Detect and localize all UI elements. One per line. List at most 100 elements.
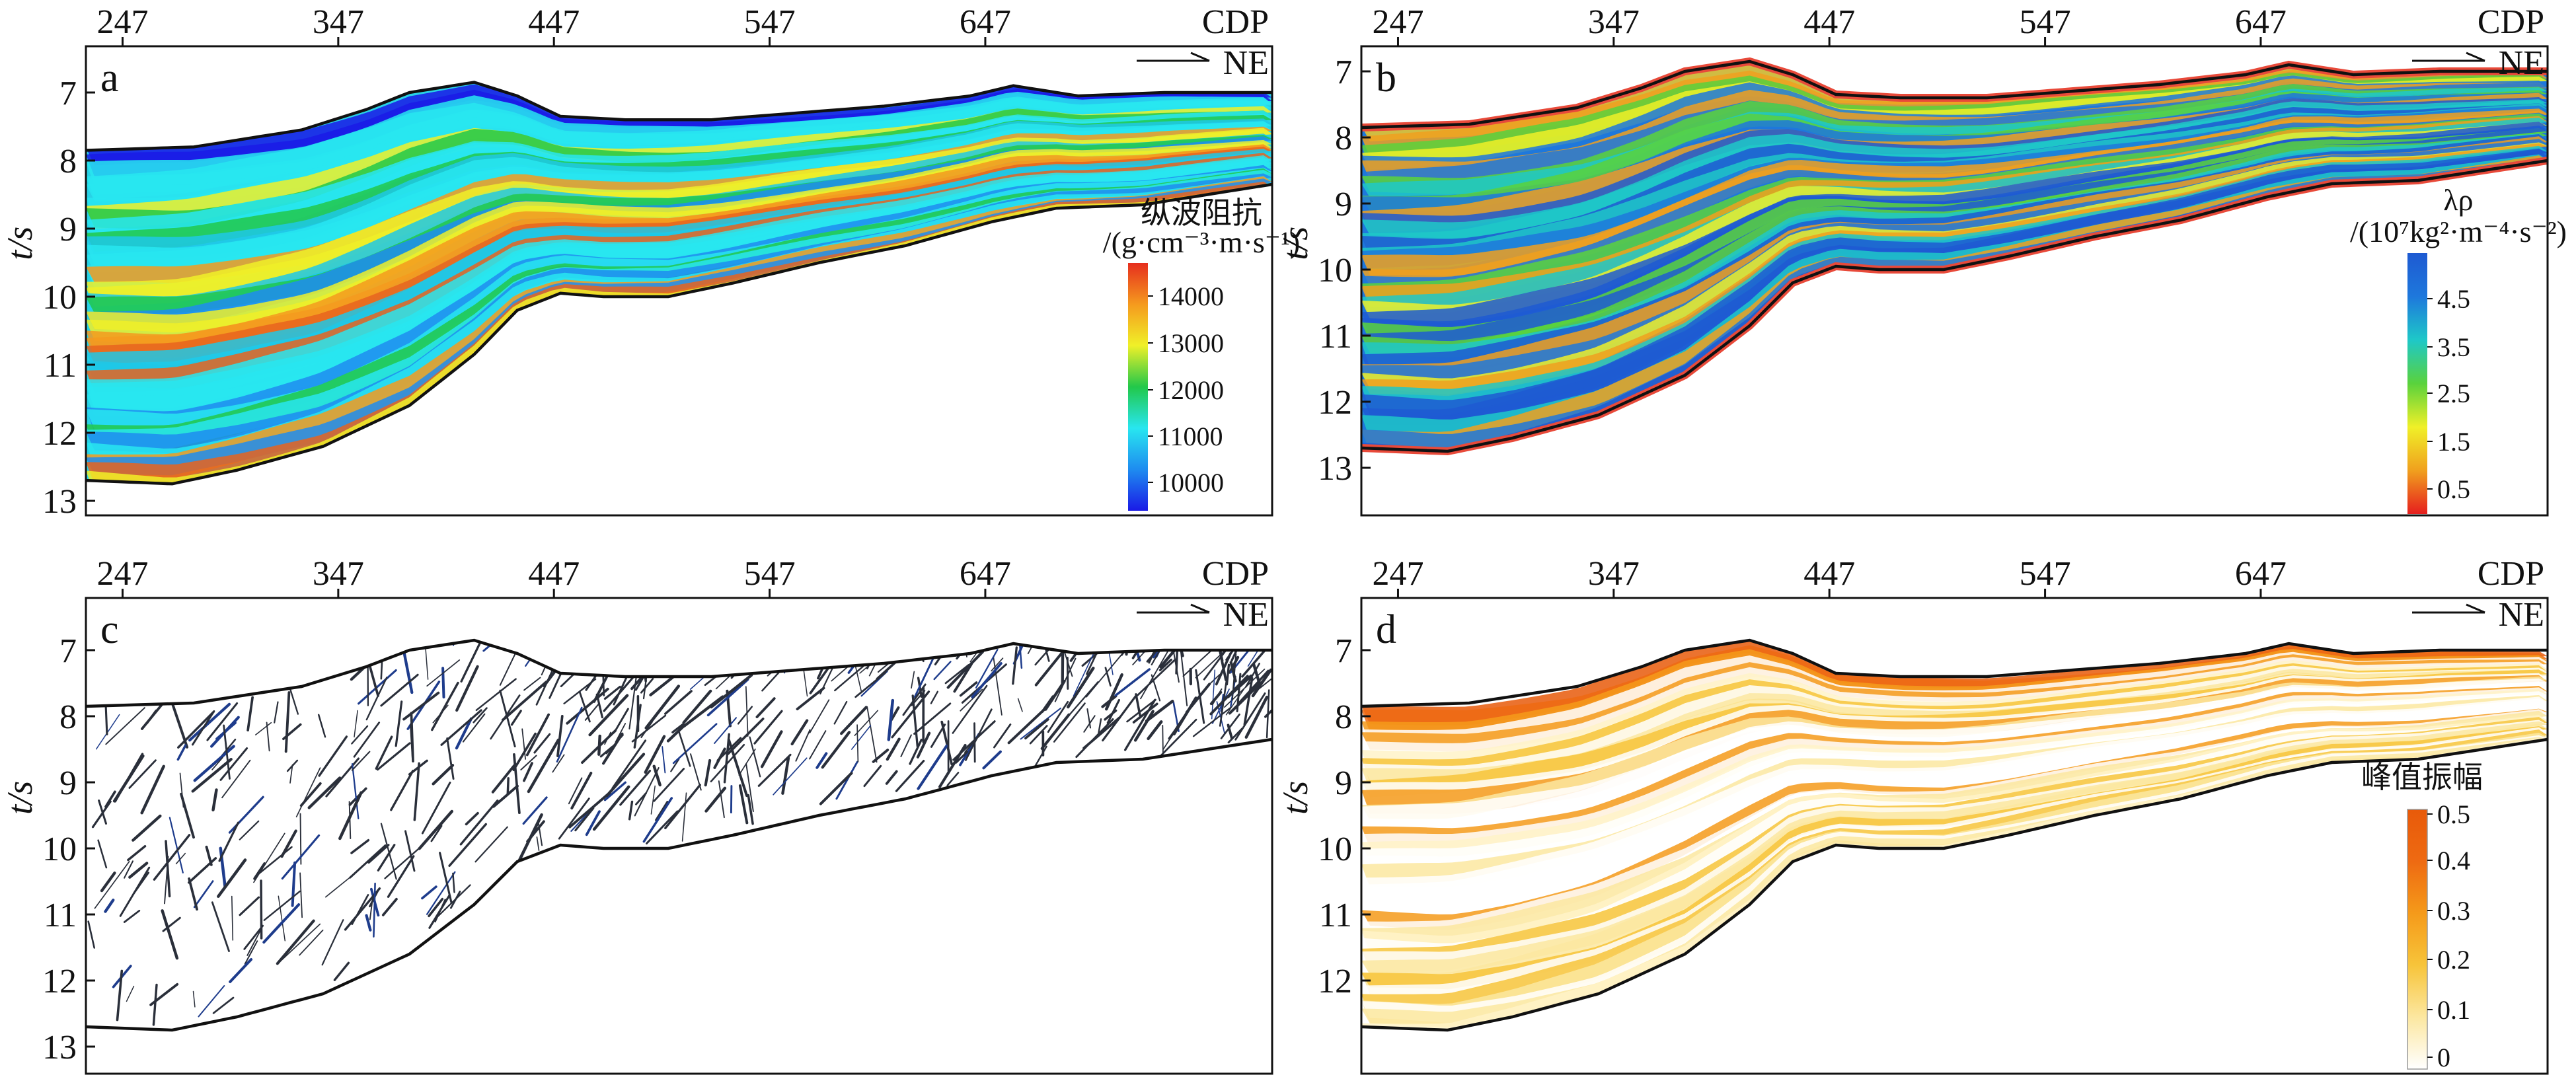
fracture-trace: [258, 846, 293, 875]
fracture-trace: [1086, 708, 1092, 729]
fracture-trace: [885, 770, 898, 785]
x-tick-label: 547: [744, 555, 796, 593]
fracture-trace: [795, 729, 811, 762]
y-tick-label: 8: [1335, 120, 1352, 157]
fracture-trace: [856, 724, 859, 762]
fracture-trace: [670, 758, 680, 772]
fracture-trace: [243, 924, 264, 950]
fracture-trace: [490, 694, 521, 740]
fracture-trace: [605, 753, 646, 798]
direction-arrow-head: [2466, 603, 2485, 614]
fracture-trace: [682, 695, 724, 728]
fracture-trace: [809, 699, 830, 733]
y-tick-label: 7: [59, 75, 77, 112]
fracture-trace: [191, 757, 233, 793]
fracture-trace: [1212, 688, 1230, 724]
fracture-trace: [646, 810, 679, 844]
fracture-trace: [119, 866, 151, 917]
fracture-trace: [455, 717, 473, 750]
fracture-trace: [1211, 669, 1216, 720]
fracture-trace: [1213, 640, 1227, 681]
y-tick-label: 8: [59, 698, 77, 736]
fracture-trace: [501, 681, 548, 722]
fracture-trace: [803, 670, 808, 697]
fracture-trace: [286, 759, 299, 772]
plot-frame: [85, 45, 1273, 517]
fracture-trace: [821, 731, 851, 769]
fracture-trace: [124, 860, 134, 879]
fracture-trace: [552, 754, 565, 773]
fracture-trace: [1020, 707, 1061, 740]
fracture-trace: [1180, 650, 1188, 706]
y-tick-label: 9: [59, 211, 77, 248]
fracture-trace: [662, 746, 666, 774]
x-tick-label: 247: [96, 555, 148, 593]
fracture-trace: [499, 689, 516, 748]
fracture-trace: [206, 702, 239, 741]
fracture-trace: [1016, 640, 1023, 669]
fracture-trace: [912, 640, 925, 663]
fracture-trace: [913, 702, 952, 735]
fracture-trace: [338, 791, 363, 840]
fracture-trace: [291, 861, 297, 907]
fracture-trace: [402, 691, 440, 721]
amplitude-band: [86, 126, 1272, 283]
fracture-trace: [1125, 640, 1131, 656]
colorbar-title: 纵波阻抗: [1141, 196, 1262, 230]
fracture-trace: [1064, 681, 1099, 721]
colorbar-title: /(10⁷kg²·m⁻⁴·s⁻²): [2350, 215, 2567, 248]
plot-frame: [85, 597, 1273, 1075]
amplitude-band: [86, 178, 1272, 476]
fracture-trace: [459, 799, 499, 846]
fracture-trace: [819, 664, 835, 695]
fracture-trace: [563, 678, 597, 705]
x-tick-label: 647: [2235, 3, 2287, 41]
colorbar-title: 峰值振幅: [2361, 761, 2483, 794]
direction-label: NE: [1223, 596, 1269, 634]
x-tick-label: 347: [313, 3, 364, 41]
fracture-trace: [299, 782, 322, 807]
fracture-trace: [254, 722, 272, 735]
fracture-trace: [445, 640, 455, 646]
fracture-trace: [784, 640, 790, 674]
direction-label: NE: [2499, 596, 2544, 634]
panel-label: a: [100, 56, 119, 100]
plot-frame: [1360, 45, 2549, 517]
x-tick-label: 547: [744, 3, 796, 41]
x-tick-label: 647: [2235, 555, 2287, 593]
amplitude-band: [1361, 105, 2548, 268]
x-tick-label: 347: [1588, 3, 1640, 41]
fracture-trace: [351, 763, 360, 820]
fracture-trace: [1098, 718, 1102, 734]
fracture-trace: [1159, 718, 1197, 757]
amplitude-band: [1361, 698, 2548, 901]
bottom-horizon-line: [1361, 159, 2548, 453]
fracture-trace: [568, 777, 583, 805]
fracture-trace: [650, 785, 656, 815]
direction-label: NE: [1223, 44, 1269, 82]
fracture-trace: [655, 800, 669, 821]
fracture-trace: [737, 706, 753, 725]
y-axis-label: t/s: [0, 781, 40, 815]
amplitude-band: [86, 135, 1272, 314]
amplitude-band: [1361, 687, 2548, 854]
y-tick-label: 12: [1318, 963, 1352, 1000]
fracture-trace: [872, 749, 890, 763]
fracture-trace: [520, 755, 537, 770]
x-tick-label: 247: [1372, 3, 1423, 41]
fracture-trace: [619, 769, 652, 806]
fracture-trace: [1219, 677, 1228, 727]
seismic-body: [1361, 640, 2548, 1030]
y-tick-label: 10: [42, 279, 77, 316]
fracture-trace: [460, 640, 483, 683]
fracture-trace: [714, 717, 737, 744]
colorbar-tick-label: 10000: [1158, 468, 1224, 498]
fracture-trace: [473, 707, 488, 724]
colorbar-tick-label: 12000: [1158, 375, 1224, 405]
fracture-trace: [358, 669, 397, 705]
fracture-trace: [351, 751, 371, 771]
fracture-trace: [887, 698, 895, 741]
fracture-trace: [1220, 713, 1240, 739]
fracture-trace: [911, 671, 915, 689]
fracture-trace: [730, 785, 733, 814]
